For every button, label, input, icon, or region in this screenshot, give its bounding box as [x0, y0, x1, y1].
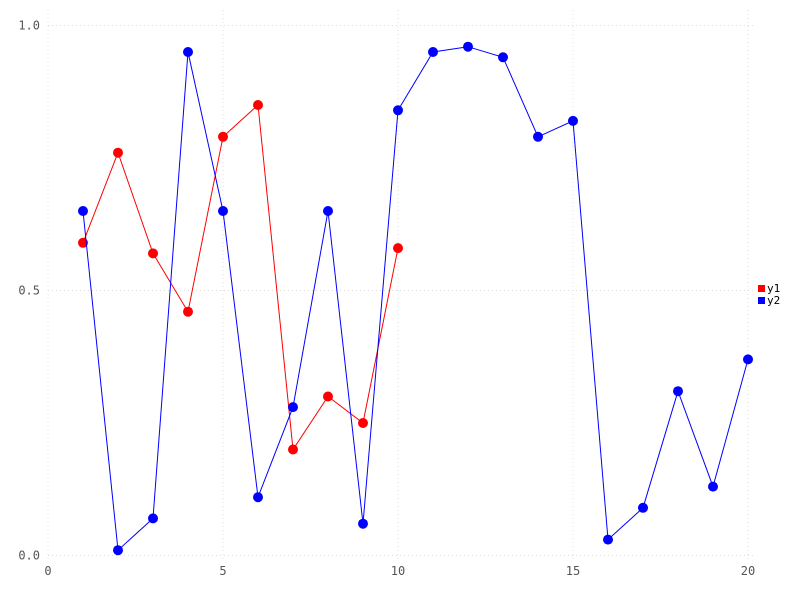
x-tick-label: 5	[219, 564, 226, 578]
data-point-y2	[498, 52, 508, 63]
data-point-y2	[323, 206, 333, 216]
data-point-y2	[288, 402, 298, 413]
data-point-y1	[323, 391, 333, 402]
data-point-y1	[253, 100, 263, 110]
data-point-y1	[113, 147, 123, 158]
data-point-y1	[393, 243, 403, 254]
data-point-y2	[743, 354, 753, 365]
data-point-y2	[148, 513, 158, 524]
data-point-y2	[533, 131, 543, 142]
x-tick-label: 0	[44, 564, 51, 578]
data-point-y1	[183, 306, 193, 317]
data-point-y2	[358, 518, 368, 529]
legend: y1 y2	[758, 283, 780, 306]
data-point-y2	[463, 41, 473, 52]
legend-label-y2: y2	[767, 294, 781, 307]
data-point-y2	[428, 47, 438, 57]
data-point-y1	[358, 418, 368, 428]
series-line-y1	[82, 103, 399, 451]
data-point-y2	[218, 206, 228, 216]
x-tick-label: 20	[741, 564, 755, 578]
data-point-y2	[708, 481, 718, 492]
data-point-y1	[218, 131, 228, 142]
legend-item-y2: y2	[758, 295, 780, 306]
x-tick-label: 10	[391, 564, 405, 578]
x-tick-label: 15	[566, 564, 580, 578]
y-tick-label: 0.0	[18, 549, 40, 563]
data-point-y2	[603, 534, 613, 545]
data-point-y2	[183, 47, 193, 57]
data-point-y2	[673, 386, 683, 397]
legend-label-y1: y1	[767, 282, 781, 295]
data-point-y2	[78, 206, 88, 216]
data-point-y1	[78, 237, 88, 248]
y-tick-label: 0.5	[18, 284, 40, 298]
y-tick-label: 1.0	[18, 19, 40, 33]
data-point-y2	[638, 502, 648, 513]
series-line-y2	[82, 46, 749, 552]
data-point-y2	[113, 545, 123, 556]
legend-swatch-y1-icon	[758, 285, 765, 292]
data-point-y1	[288, 444, 298, 455]
data-point-y1	[148, 248, 158, 259]
data-point-y2	[568, 115, 578, 126]
legend-item-y1: y1	[758, 283, 780, 294]
data-point-y2	[253, 492, 263, 503]
data-point-y2	[393, 105, 403, 116]
legend-swatch-y2-icon	[758, 297, 765, 304]
